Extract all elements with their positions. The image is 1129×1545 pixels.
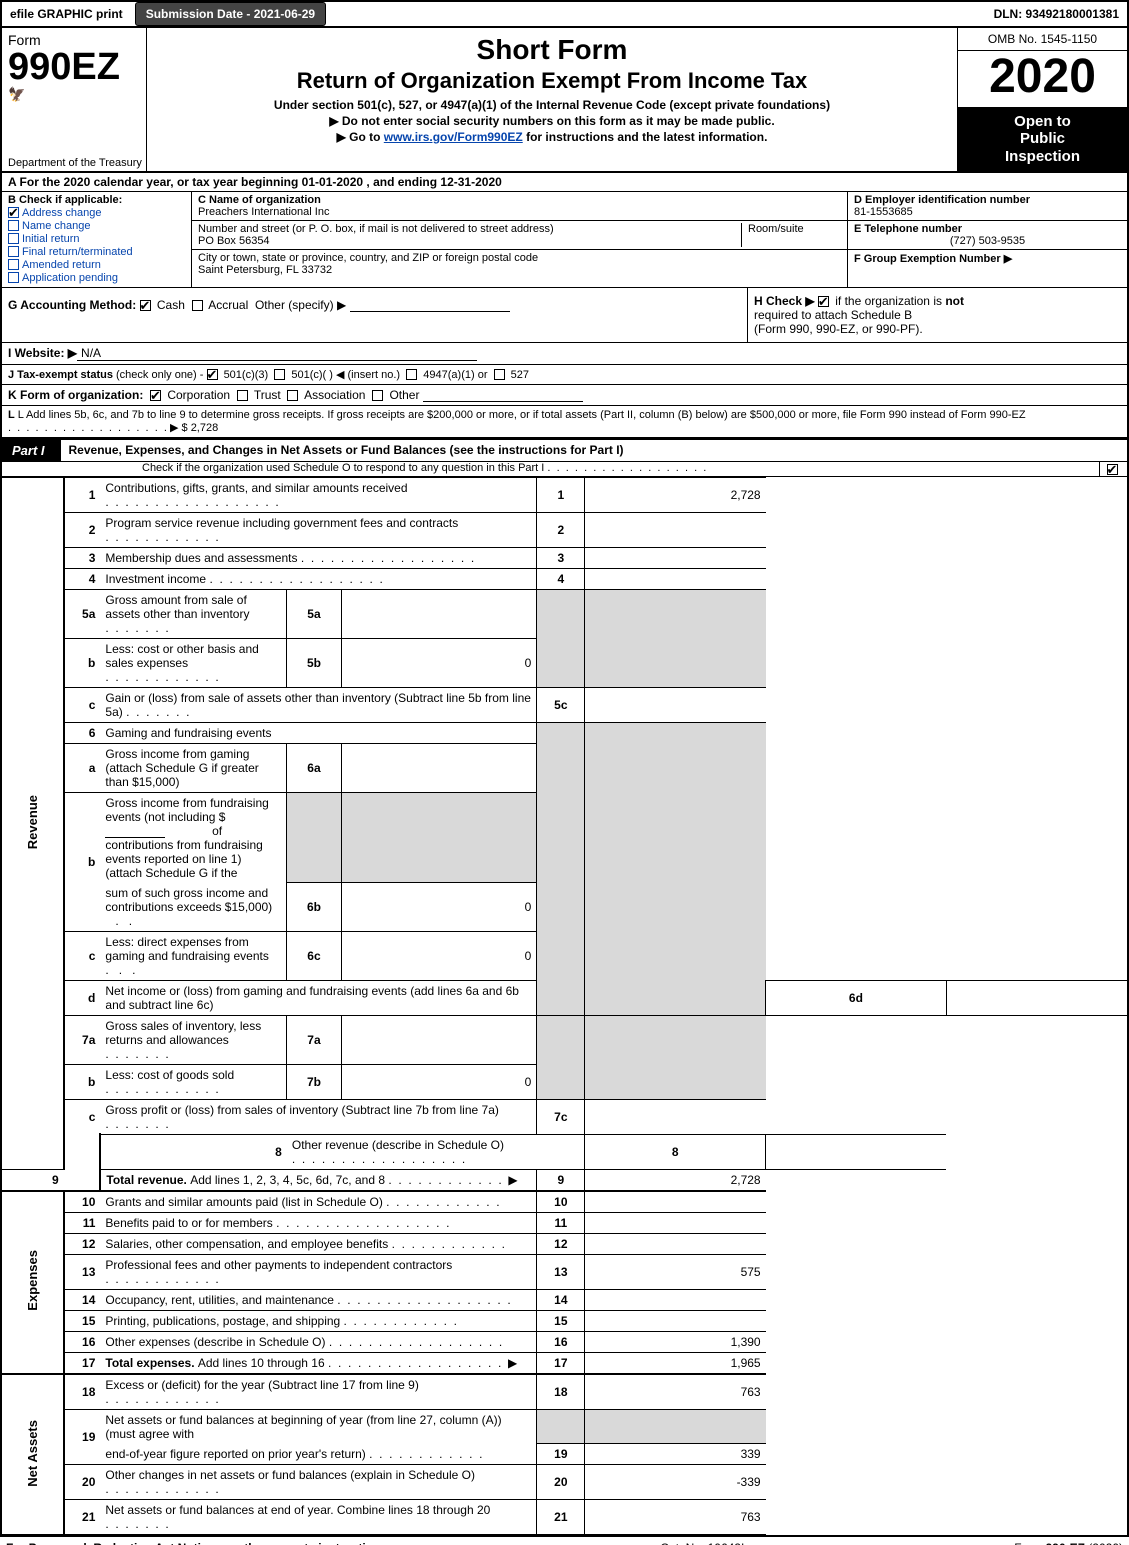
part-1-grid: Revenue 1 Contributions, gifts, grants, … [2, 477, 1127, 1536]
form-ref: Form 990-EZ (2020) [1014, 1541, 1123, 1545]
paperwork-notice: For Paperwork Reduction Act Notice, see … [6, 1541, 390, 1545]
open-public-badge: Open to Public Inspection [958, 107, 1127, 171]
line-6c-value: 0 [341, 931, 537, 980]
line-1-value: 2,728 [585, 477, 766, 512]
line-19-value: 339 [585, 1444, 766, 1465]
netassets-side-label: Net Assets [2, 1374, 64, 1535]
return-title: Return of Organization Exempt From Incom… [155, 68, 949, 94]
section-i: I Website: ▶N/A [0, 343, 1129, 365]
cb-address-change[interactable]: Address change [8, 207, 185, 219]
line-20-value: -339 [585, 1465, 766, 1500]
phone-value: (727) 503-9535 [854, 235, 1121, 247]
irs-link[interactable]: www.irs.gov/Form990EZ [384, 130, 523, 144]
section-c: C Name of organization Preachers Interna… [192, 192, 847, 287]
cb-cash[interactable]: Cash [140, 298, 185, 312]
expenses-side-label: Expenses [2, 1191, 64, 1374]
phone-label: E Telephone number [854, 223, 1121, 235]
form-header: Form 990EZ 🦅 Department of the Treasury … [0, 28, 1129, 173]
submission-date-pill: Submission Date - 2021-06-29 [135, 2, 326, 26]
dln-label: DLN: 93492180001381 [986, 3, 1127, 25]
short-form-title: Short Form [155, 34, 949, 66]
section-b-checkboxes: B Check if applicable: Address change Na… [2, 192, 192, 287]
tax-year: 2020 [958, 51, 1127, 107]
ein-label: D Employer identification number [854, 194, 1121, 206]
cb-initial-return[interactable]: Initial return [8, 233, 185, 245]
line-21-value: 763 [585, 1500, 766, 1535]
city-value: Saint Petersburg, FL 33732 [198, 264, 841, 276]
cb-501c3[interactable]: 501(c)(3) [207, 369, 269, 381]
line-5b-value: 0 [341, 638, 537, 687]
no-ssn-text: ▶ Do not enter social security numbers o… [155, 114, 949, 128]
line-17-value: 1,965 [585, 1352, 766, 1374]
street-value: PO Box 56354 [198, 235, 741, 247]
website-value: N/A [77, 346, 477, 361]
cb-corporation[interactable]: Corporation [150, 388, 230, 402]
section-a-tax-year: A For the 2020 calendar year, or tax yea… [0, 173, 1129, 192]
section-d-e-f: D Employer identification number 81-1553… [847, 192, 1127, 287]
section-l: L L Add lines 5b, 6c, and 7b to line 9 t… [0, 406, 1129, 438]
line-7b-value: 0 [341, 1064, 537, 1099]
catalog-number: Cat. No. 10642I [660, 1541, 744, 1545]
cb-4947a1[interactable]: 4947(a)(1) or [406, 369, 487, 381]
form-number: 990EZ [8, 48, 140, 86]
line-6b-value: 0 [341, 883, 537, 932]
header-left: Form 990EZ 🦅 Department of the Treasury [2, 28, 147, 171]
city-label: City or town, state or province, country… [198, 252, 841, 264]
part-label: Part I [2, 440, 61, 461]
other-org-field[interactable] [423, 390, 583, 402]
street-label: Number and street (or P. O. box, if mail… [198, 223, 741, 235]
goto-text: ▶ Go to www.irs.gov/Form990EZ for instru… [155, 130, 949, 144]
part-title: Revenue, Expenses, and Changes in Net As… [61, 440, 1127, 460]
section-h: H Check ▶ if the organization is not req… [747, 288, 1127, 342]
section-j: J Tax-exempt status (check only one) - 5… [0, 365, 1129, 385]
top-bar: efile GRAPHIC print Submission Date - 20… [0, 0, 1129, 28]
room-suite-label: Room/suite [741, 223, 841, 247]
section-k: K Form of organization: Corporation Trus… [0, 385, 1129, 406]
section-b-header: B Check if applicable: [8, 194, 185, 206]
group-exemption-label: F Group Exemption Number ▶ [854, 253, 1012, 265]
part-1-header: Part I Revenue, Expenses, and Changes in… [0, 438, 1129, 477]
cb-527[interactable]: 527 [494, 369, 529, 381]
org-name-label: C Name of organization [198, 194, 841, 206]
header-center: Short Form Return of Organization Exempt… [147, 28, 957, 171]
efile-print-label[interactable]: efile GRAPHIC print [2, 3, 131, 25]
org-name-value: Preachers International Inc [198, 206, 841, 218]
gross-receipts-value: 2,728 [191, 422, 219, 434]
entity-block: B Check if applicable: Address change Na… [0, 192, 1129, 288]
section-g: G Accounting Method: Cash Accrual Other … [2, 288, 747, 342]
line-18-value: 763 [585, 1374, 766, 1410]
line-16-value: 1,390 [585, 1331, 766, 1352]
cb-other-org[interactable]: Other [372, 388, 419, 402]
cb-schedule-b-not-required[interactable] [818, 296, 829, 307]
cb-accrual[interactable]: Accrual [192, 298, 249, 312]
cb-association[interactable]: Association [287, 388, 365, 402]
omb-number: OMB No. 1545-1150 [958, 28, 1127, 51]
cb-schedule-o-used[interactable] [1107, 464, 1118, 475]
other-method-field[interactable] [350, 300, 510, 312]
header-right: OMB No. 1545-1150 2020 Open to Public In… [957, 28, 1127, 171]
line-9-value: 2,728 [585, 1169, 766, 1191]
page-footer: For Paperwork Reduction Act Notice, see … [0, 1535, 1129, 1545]
cb-final-return[interactable]: Final return/terminated [8, 246, 185, 258]
cb-name-change[interactable]: Name change [8, 220, 185, 232]
dept-treasury: Department of the Treasury [8, 157, 142, 169]
under-section-text: Under section 501(c), 527, or 4947(a)(1)… [155, 98, 949, 112]
ein-value: 81-1553685 [854, 206, 1121, 218]
part-subtitle: Check if the organization used Schedule … [2, 462, 1099, 476]
cb-amended-return[interactable]: Amended return [8, 259, 185, 271]
line-13-value: 575 [585, 1254, 766, 1289]
cb-trust[interactable]: Trust [237, 388, 281, 402]
cb-application-pending[interactable]: Application pending [8, 272, 185, 284]
cb-501c[interactable]: 501(c)( ) ◀ (insert no.) [274, 369, 400, 381]
revenue-side-label: Revenue [2, 477, 64, 1169]
